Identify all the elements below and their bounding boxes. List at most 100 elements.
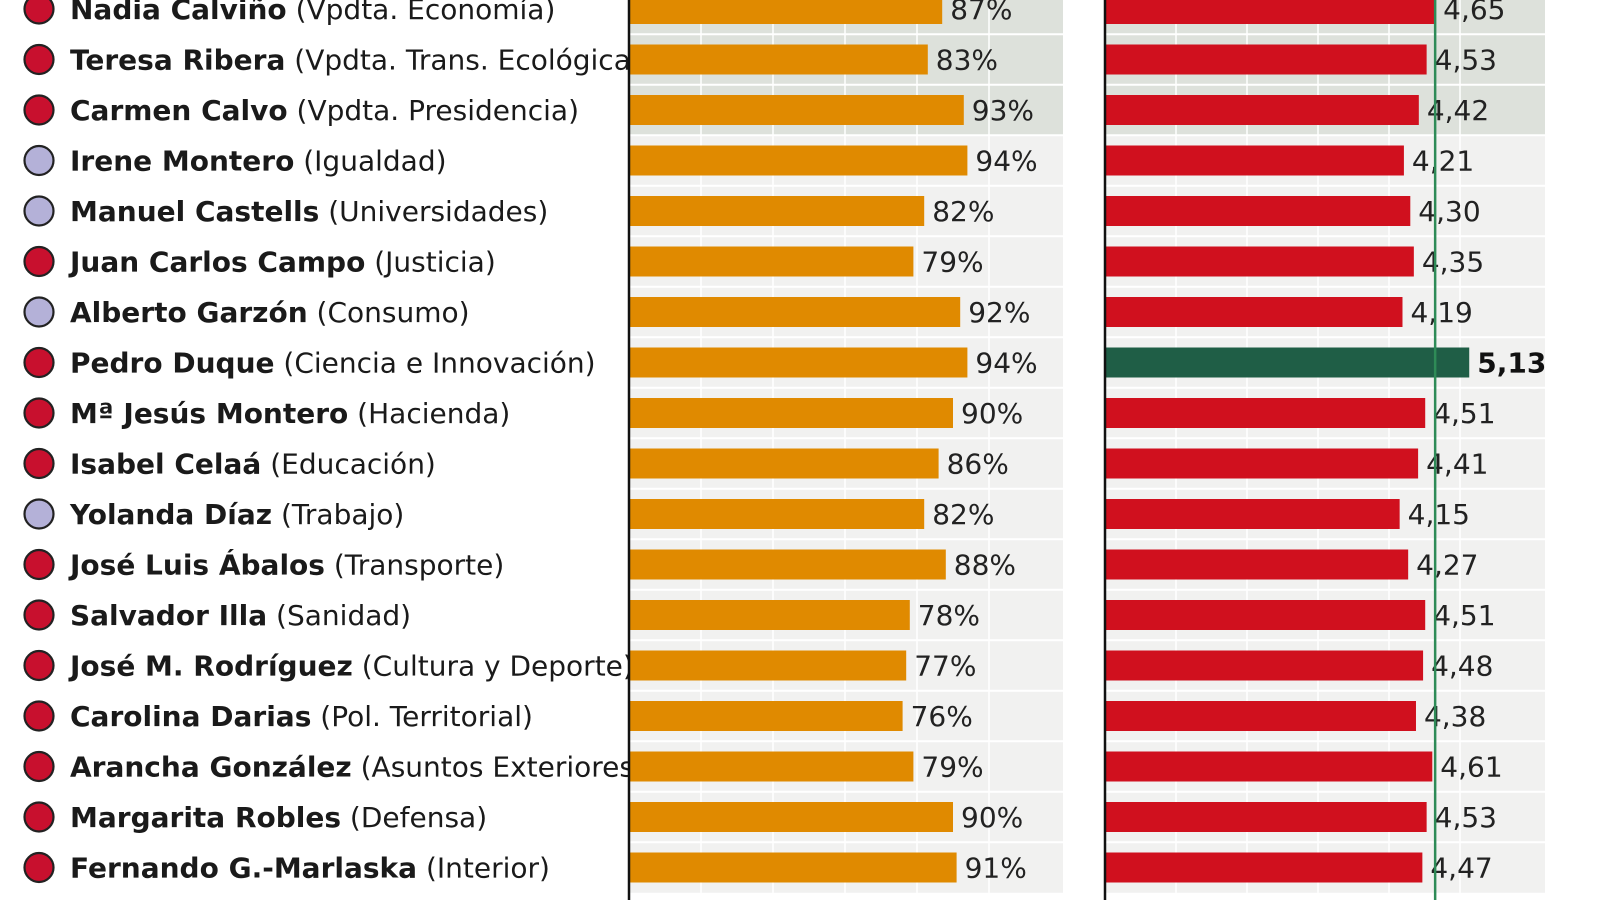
minister-name: Arancha González <box>70 751 352 784</box>
score-bar <box>1105 398 1426 428</box>
minister-department: (Igualdad) <box>294 145 446 178</box>
minister-label: Carolina Darias (Pol. Territorial) <box>70 700 533 733</box>
minister-department: (Justicia) <box>365 246 495 279</box>
pct-bar <box>629 852 957 883</box>
party-dot-icon <box>23 296 55 328</box>
party-dot-icon <box>23 0 55 25</box>
pct-value-label: 77% <box>914 650 976 683</box>
party-dot-icon <box>23 245 55 278</box>
party-dot-icon <box>23 801 55 833</box>
minister-label: Fernando G.-Marlaska (Interior) <box>70 852 550 885</box>
score-value-label: 4,15 <box>1408 498 1470 531</box>
minister-department: (Defensa) <box>341 801 487 834</box>
party-dot-icon <box>23 447 55 480</box>
pct-value-label: 79% <box>921 751 983 784</box>
minister-name: Carolina Darias <box>70 700 311 733</box>
minister-row: José M. Rodríguez (Cultura y Deporte) 77%… <box>23 649 1493 683</box>
pct-bar <box>629 549 946 580</box>
score-value-label: 4,61 <box>1440 751 1502 784</box>
party-dot-icon <box>23 195 55 227</box>
score-bar <box>1105 448 1419 479</box>
minister-name: Fernando G.-Marlaska <box>70 852 417 885</box>
minister-name: Salvador Illa <box>70 599 267 632</box>
score-bar-highlight <box>1105 347 1470 378</box>
score-value-label: 4,53 <box>1435 44 1497 77</box>
minister-department: (Universidades) <box>319 195 548 228</box>
party-dot-icon <box>23 851 55 884</box>
minister-name: Yolanda Díaz <box>69 498 272 531</box>
score-value-label: 4,51 <box>1433 397 1495 430</box>
minister-row: Salvador Illa (Sanidad) 78% 4,51 <box>23 599 1496 632</box>
minister-row: Carmen Calvo (Vpdta. Presidencia) 93% 4,42 <box>23 94 1489 127</box>
minister-row: Juan Carlos Campo (Justicia) 79% 4,35 <box>23 245 1484 279</box>
minister-name: Alberto Garzón <box>70 296 308 329</box>
score-bar <box>1105 44 1427 75</box>
pct-value-label: 82% <box>932 195 994 228</box>
minister-label: José Luis Ábalos (Transporte) <box>68 548 504 582</box>
pct-value-label: 91% <box>965 852 1027 885</box>
score-bar <box>1105 297 1403 327</box>
party-dot-icon <box>23 649 55 682</box>
minister-label: Salvador Illa (Sanidad) <box>70 599 411 632</box>
minister-label: Teresa Ribera (Vpdta. Trans. Ecológica) <box>70 44 642 77</box>
minister-department: (Ciencia e Innovación) <box>275 347 596 380</box>
pct-value-label: 93% <box>972 94 1034 127</box>
pct-bar <box>629 600 910 630</box>
party-dot-icon <box>23 548 55 581</box>
minister-name: Irene Montero <box>70 145 294 178</box>
pct-value-label: 83% <box>936 44 998 77</box>
minister-department: (Vpdta. Economía) <box>287 0 556 26</box>
party-dot-icon <box>23 43 55 76</box>
minister-label: Arancha González (Asuntos Exteriores) <box>70 751 645 784</box>
pct-bar <box>629 95 964 125</box>
minister-row: Mª Jesús Montero (Hacienda) 90% 4,51 <box>23 397 1496 430</box>
chart-overlay <box>627 0 1437 900</box>
minister-department: (Vpdta. Presidencia) <box>288 94 579 127</box>
score-bar <box>1105 145 1404 176</box>
score-bar <box>1105 802 1427 832</box>
pct-value-label: 94% <box>975 347 1037 380</box>
pct-value-label: 90% <box>961 801 1023 834</box>
minister-row: Yolanda Díaz (Trabajo) 82% 4,15 <box>23 498 1470 531</box>
score-value-label: 4,21 <box>1412 145 1474 178</box>
pct-bar <box>629 499 925 529</box>
score-value-label: 4,53 <box>1435 801 1497 834</box>
minister-department: (Consumo) <box>308 296 470 329</box>
minister-label: Irene Montero (Igualdad) <box>70 145 447 178</box>
score-bar <box>1105 701 1416 731</box>
pct-bar <box>629 802 953 832</box>
minister-name: Margarita Robles <box>70 801 341 834</box>
party-dot-icon <box>23 397 55 429</box>
minister-name: Mª Jesús Montero <box>70 397 348 430</box>
minister-department: (Interior) <box>417 852 550 885</box>
minister-name: Manuel Castells <box>70 195 319 228</box>
score-bar <box>1105 499 1400 529</box>
party-dot-icon <box>23 144 55 177</box>
score-bar <box>1105 0 1436 24</box>
score-value-label: 4,65 <box>1443 0 1505 26</box>
score-value-label: 4,38 <box>1424 700 1486 733</box>
pct-value-label: 78% <box>918 599 980 632</box>
pct-value-label: 92% <box>968 296 1030 329</box>
minister-label: Yolanda Díaz (Trabajo) <box>69 498 404 531</box>
minister-department: (Asuntos Exteriores) <box>352 751 645 784</box>
pct-value-label: 94% <box>975 145 1037 178</box>
minister-row: Irene Montero (Igualdad) 94% 4,21 <box>23 144 1474 178</box>
score-bar <box>1105 95 1419 125</box>
minister-row: Manuel Castells (Universidades) 82% 4,30 <box>23 195 1481 228</box>
minister-label: Manuel Castells (Universidades) <box>70 195 548 228</box>
minister-label: Juan Carlos Campo (Justicia) <box>68 246 496 279</box>
minister-label: Pedro Duque (Ciencia e Innovación) <box>70 347 596 380</box>
minister-department: (Transporte) <box>325 549 504 582</box>
party-dot-icon <box>23 498 55 530</box>
minister-name: Isabel Celaá <box>70 448 261 481</box>
pct-bar <box>629 650 907 681</box>
score-bar <box>1105 196 1411 226</box>
minister-label: José M. Rodríguez (Cultura y Deporte) <box>68 650 634 683</box>
score-value-label: 4,35 <box>1422 246 1484 279</box>
score-bar <box>1105 600 1426 630</box>
pct-value-label: 79% <box>921 246 983 279</box>
pct-bar <box>629 297 961 327</box>
score-value-label: 4,19 <box>1410 296 1472 329</box>
